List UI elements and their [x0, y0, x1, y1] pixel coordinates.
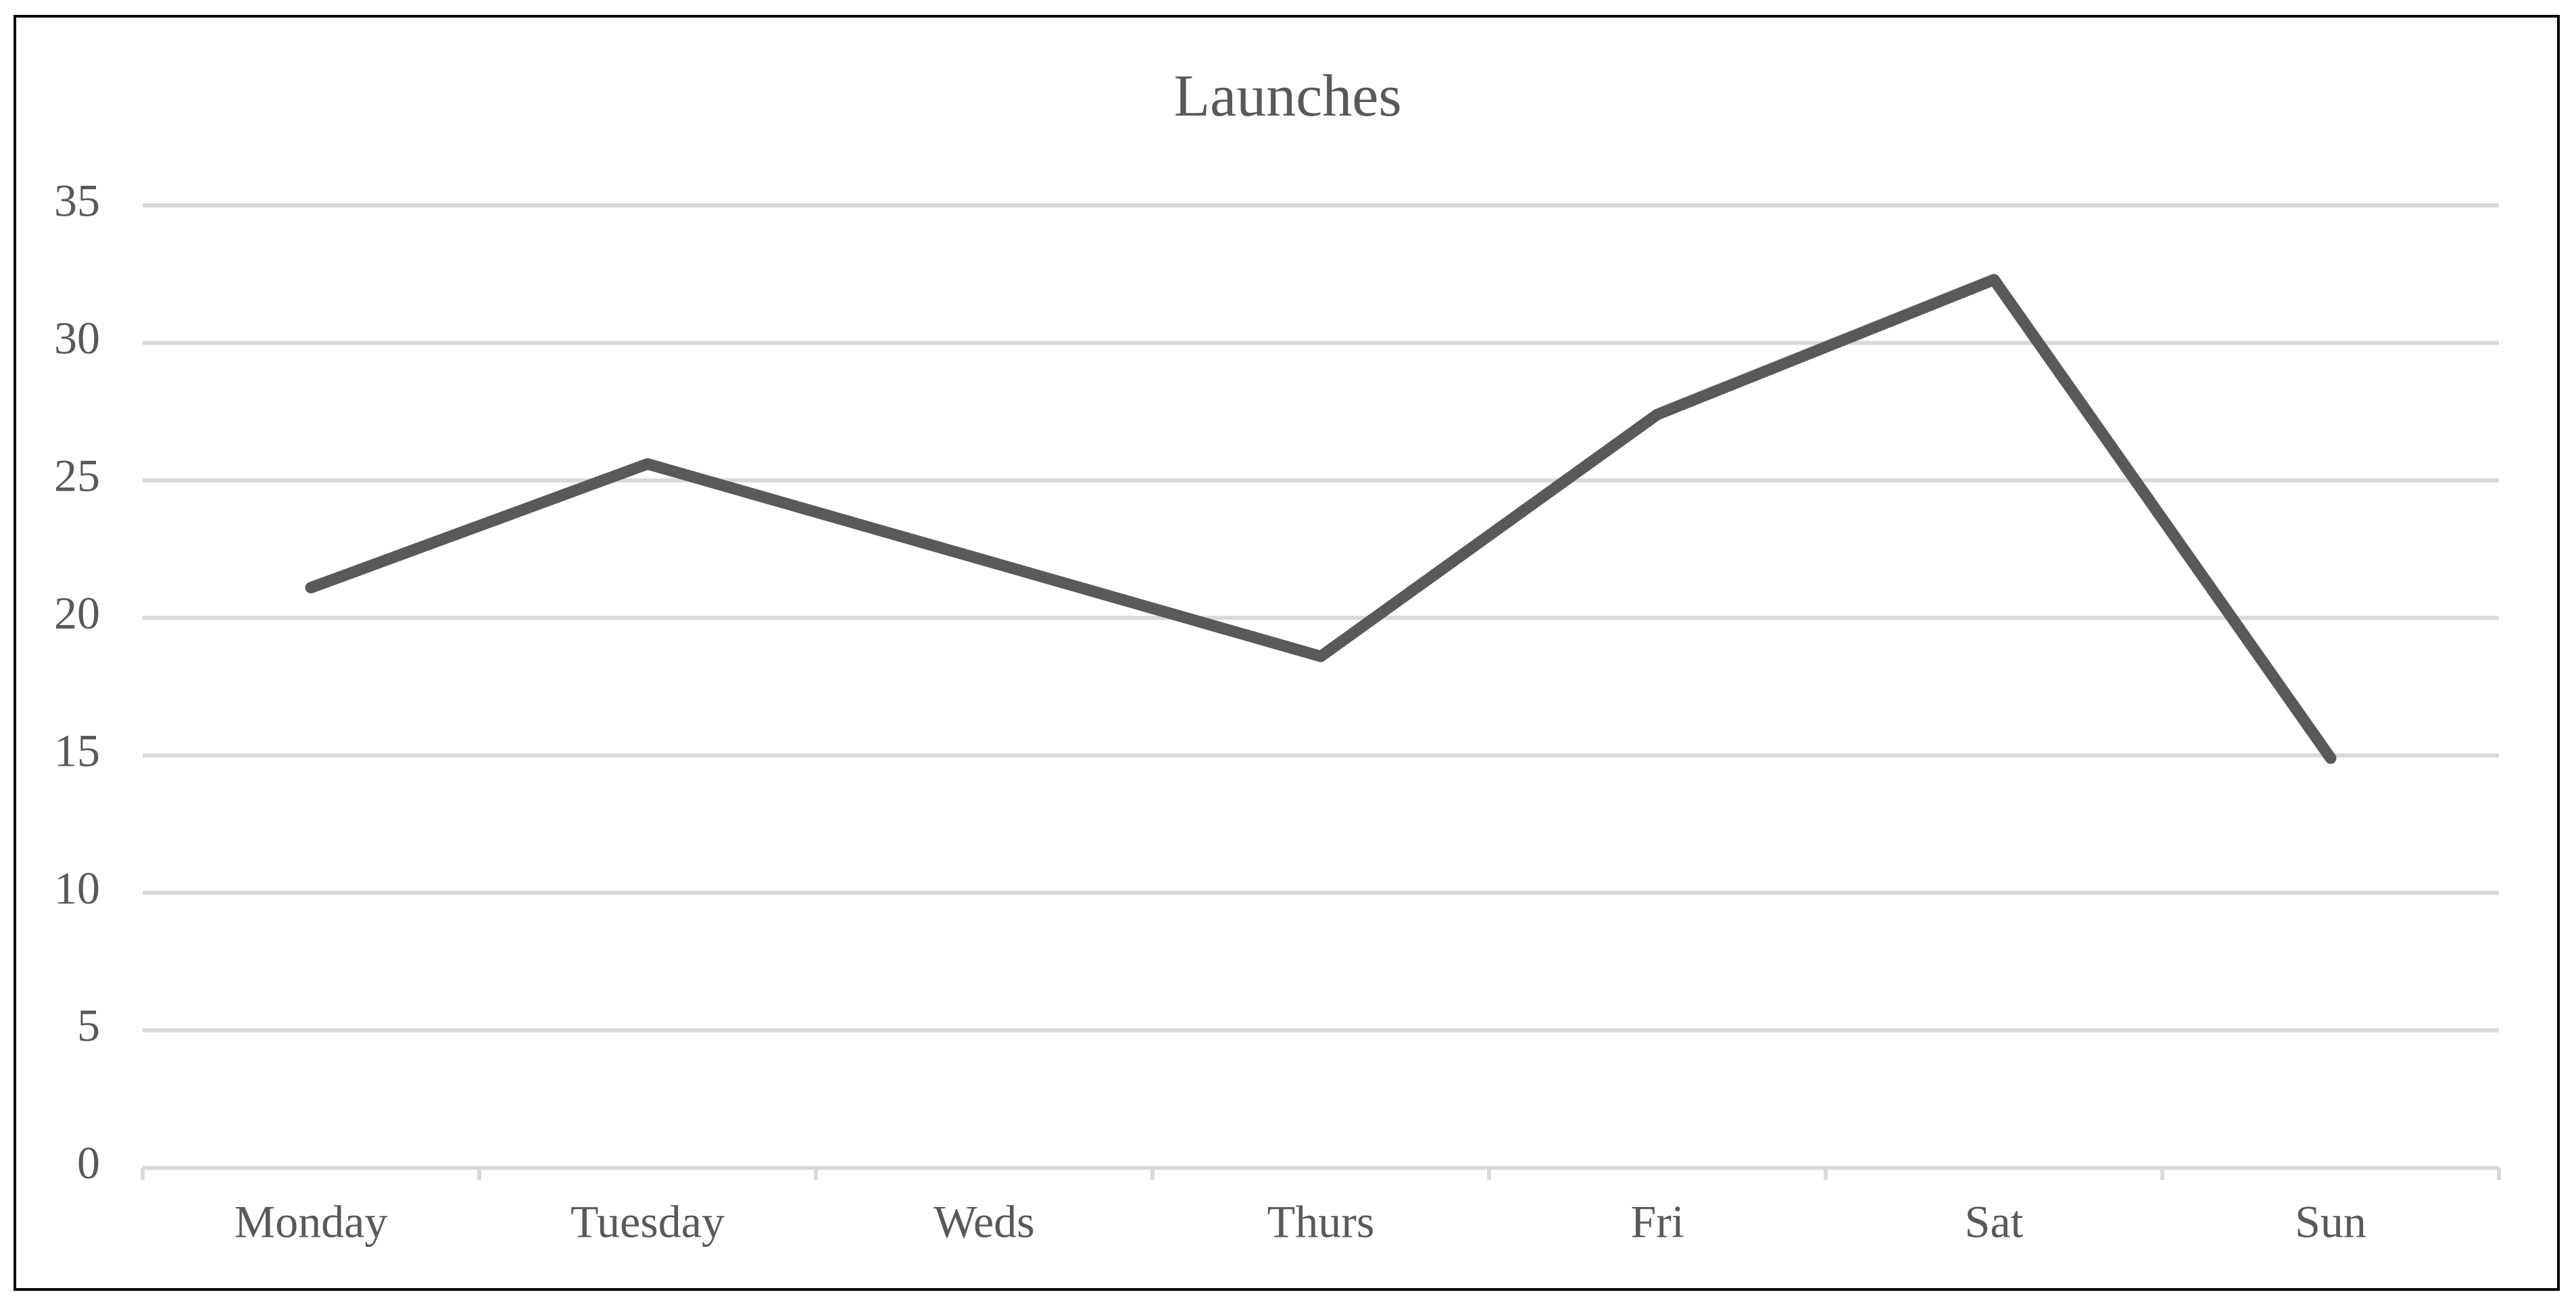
chart-title: Launches [1173, 64, 1401, 129]
y-tick-label: 5 [77, 1000, 100, 1051]
x-tick-label: Weds [933, 1196, 1034, 1248]
data-line [305, 274, 2337, 764]
x-tick-label: Sun [2295, 1196, 2366, 1248]
y-tick-label: 0 [77, 1137, 100, 1189]
x-tick-label: Tuesday [570, 1196, 725, 1248]
y-tick-label: 30 [54, 312, 100, 364]
x-tick-label: Sat [1965, 1196, 2024, 1248]
y-tick-label: 25 [54, 449, 100, 501]
x-tick-label: Monday [235, 1196, 388, 1248]
chart-border [14, 15, 2560, 1291]
x-tick-label: Thurs [1267, 1196, 1375, 1248]
x-tick-label: Fri [1630, 1196, 1684, 1248]
y-tick-label: 20 [54, 587, 100, 639]
y-tick-label: 15 [54, 724, 100, 776]
y-tick-label: 35 [54, 175, 100, 226]
y-tick-label: 10 [54, 862, 100, 914]
